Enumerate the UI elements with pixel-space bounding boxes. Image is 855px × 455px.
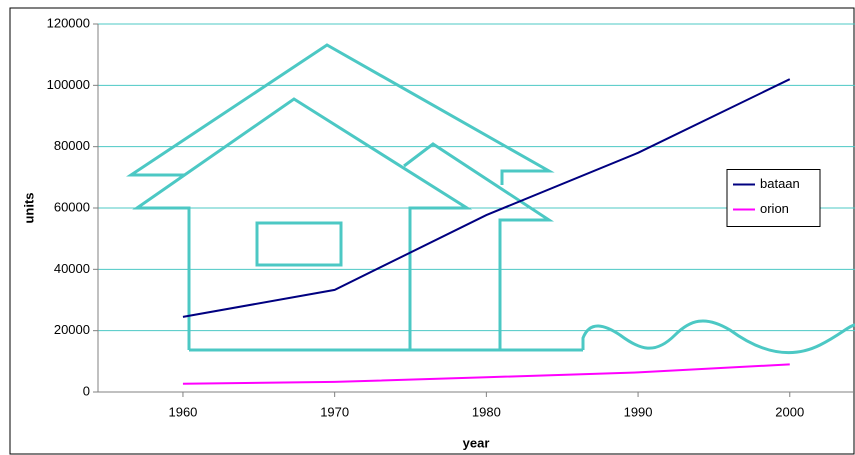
x-tick-label: 1970 (320, 404, 349, 419)
y-tick-label: 40000 (54, 261, 90, 276)
side-roof (403, 142, 555, 350)
legend-box (726, 169, 821, 227)
y-axis-title: units (21, 192, 36, 223)
x-axis-title: year (463, 435, 490, 450)
y-tick-label: 120000 (47, 15, 90, 30)
series-line (182, 363, 790, 385)
x-tick-label: 1980 (472, 404, 501, 419)
house-drawing (126, 43, 855, 355)
x-tick-label: 2000 (775, 404, 804, 419)
x-tick-label: 1960 (168, 404, 197, 419)
window (255, 221, 343, 267)
chart-frame (9, 7, 855, 455)
outer-roof (126, 43, 555, 185)
x-tick-label: 1990 (624, 404, 653, 419)
y-tick-label: 100000 (47, 77, 90, 92)
wave (581, 319, 855, 355)
inner-roof (132, 97, 473, 350)
series-line (182, 78, 791, 318)
legend-label: bataan (760, 176, 800, 191)
y-tick-label: 80000 (54, 138, 90, 153)
y-tick-label: 0 (83, 383, 90, 398)
legend: bataan orion (726, 169, 821, 227)
y-tick-label: 20000 (54, 322, 90, 337)
legend-label: orion (760, 201, 789, 216)
y-tick-label: 60000 (54, 199, 90, 214)
